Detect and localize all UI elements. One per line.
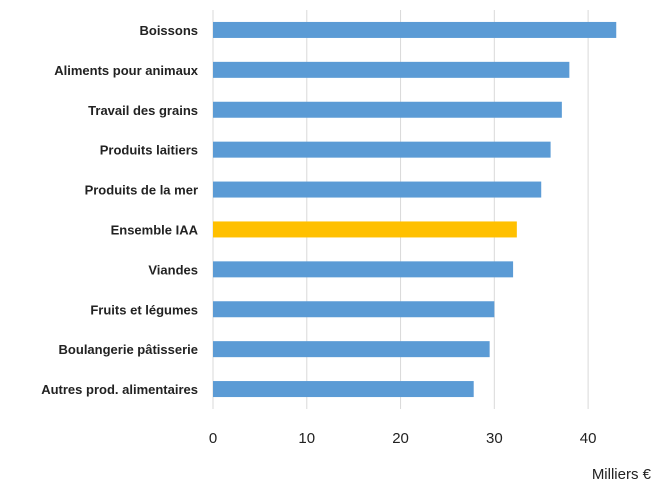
x-tick-label: 40 [580,430,597,447]
x-tick-label: 0 [209,430,217,447]
category-label: Boulangerie pâtisserie [59,342,198,357]
x-tick-label: 20 [392,430,409,447]
category-labels: Boissons Aliments pour animaux Travail des… [41,23,199,397]
category-label: Viandes [148,262,198,277]
bar [213,221,517,238]
x-tick-labels: 0 10 20 30 40 [209,430,597,447]
bars [213,21,617,398]
bar [213,341,490,358]
bar [213,301,495,318]
category-label: Travail des grains [88,103,198,118]
category-label: Autres prod. alimentaires [41,382,198,397]
bar [213,181,542,198]
category-label: Fruits et légumes [90,302,198,317]
bar [213,101,562,118]
category-label: Aliments pour animaux [54,63,199,78]
unit-label: Milliers € [592,466,652,483]
bar [213,61,570,78]
bar [213,261,514,278]
bar [213,381,474,398]
x-tick-label: 10 [298,430,315,447]
bar [213,141,551,158]
bar [213,21,617,38]
category-label: Boissons [139,23,198,38]
category-label: Ensemble IAA [111,222,199,237]
category-label: Produits de la mer [85,183,198,198]
category-label: Produits laitiers [100,143,198,158]
x-tick-label: 30 [486,430,503,447]
